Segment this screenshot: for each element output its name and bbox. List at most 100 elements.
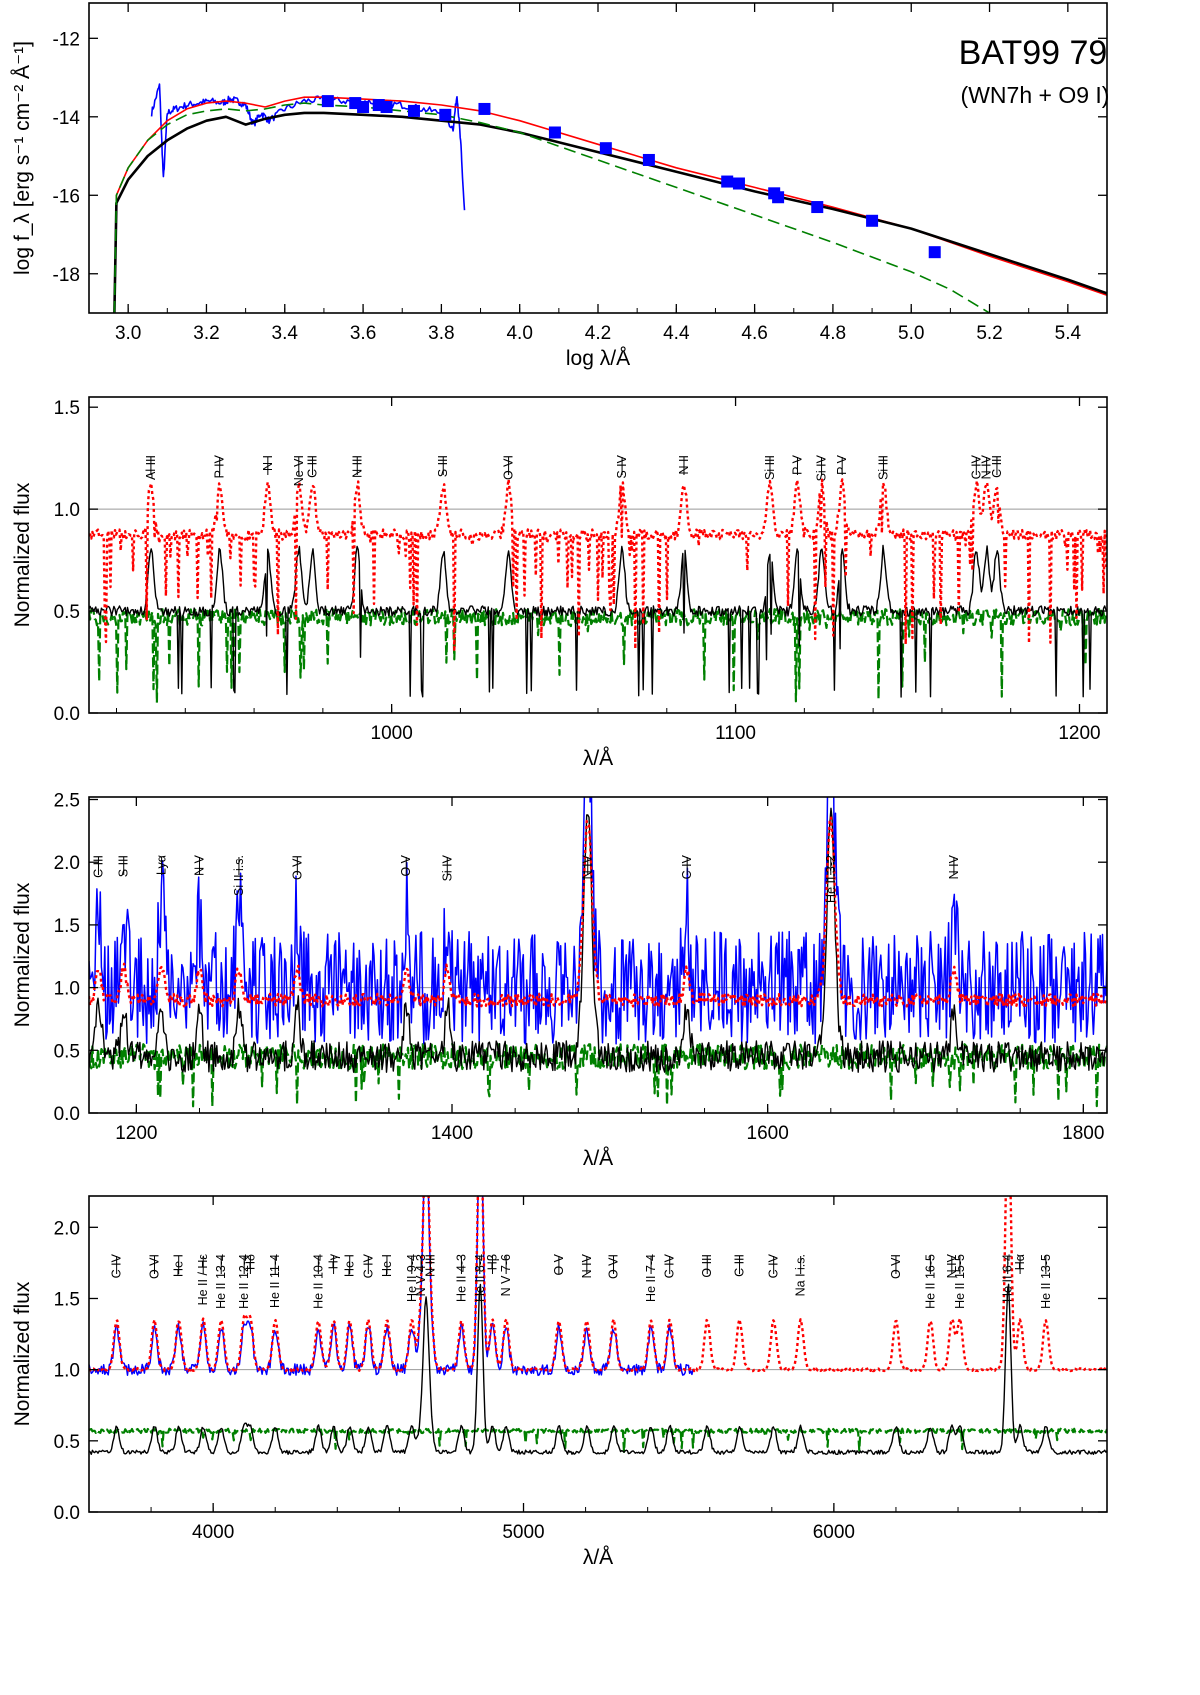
line-label-text: N III (350, 455, 364, 478)
y-tick-label: 1.5 (54, 1289, 80, 1310)
x-tick-label: 3.6 (350, 323, 376, 344)
line-label: C IV (969, 454, 983, 479)
line-label-text: C IV (663, 1253, 677, 1278)
line-label: Ne VI (292, 455, 306, 486)
series-total-model (113, 96, 1107, 313)
line-label-text: He II 4-3 (454, 1254, 468, 1302)
line-label: He II 13-5 (1039, 1254, 1053, 1309)
y-tick-label: 0.0 (54, 1503, 80, 1524)
y-tick-label: 0.5 (54, 602, 80, 623)
x-axis-label: λ/Å (583, 1147, 613, 1170)
x-tick-label: 3.4 (272, 323, 299, 344)
x-tick-label: 1200 (115, 1123, 157, 1144)
line-label-text: He II 15-5 (953, 1254, 967, 1309)
line-label-text: Si IV (440, 854, 454, 881)
line-label: P V (790, 454, 804, 475)
line-label: He II 3-2 (824, 855, 838, 903)
series-total-model (89, 1196, 1107, 1373)
line-label-text: He I (343, 1254, 357, 1277)
line-label: O VI (889, 1254, 903, 1279)
line-label: Si IV (815, 454, 829, 481)
line-label: He II / Hε (196, 1254, 210, 1306)
y-tick-label: 0.0 (54, 1104, 80, 1125)
series-wr-model (89, 544, 1107, 698)
line-label: N II (677, 455, 691, 475)
x-tick-label: 1200 (1058, 723, 1100, 744)
line-label: Na I i.s. (794, 1254, 808, 1296)
series-total-model (89, 816, 1107, 1008)
x-tick-label: 4.8 (820, 323, 846, 344)
line-label: O III (700, 1254, 714, 1278)
line-label-text: O V (552, 1253, 566, 1275)
line-label: S IV (615, 454, 629, 478)
series-wr-model (89, 1283, 1107, 1455)
line-label: C IV (680, 854, 694, 879)
line-label-text: Hδ (243, 1254, 257, 1270)
y-tick-label: -18 (53, 265, 80, 286)
x-tick-label: 5000 (502, 1522, 544, 1543)
line-label-text: He II 16-5 (923, 1254, 937, 1309)
y-tick-label: 2.5 (54, 791, 80, 812)
y-tick-label: -12 (53, 29, 80, 50)
line-label: O V (399, 854, 413, 876)
y-axis-label: log f_λ [erg s⁻¹ cm⁻² Å⁻¹] (11, 41, 34, 275)
line-label-text: C III (91, 855, 105, 878)
plot-area (89, 797, 1107, 1108)
photometry-point (721, 175, 734, 188)
series-o-star-model (89, 607, 1107, 704)
x-tick-label: 1400 (431, 1123, 473, 1144)
line-label-text: He II 11-4 (268, 1254, 282, 1308)
x-tick-label: 4.0 (506, 323, 532, 344)
line-label: O VI (502, 455, 516, 480)
y-tick-label: 0.5 (54, 1432, 80, 1453)
line-label-text: He II 3-2 (824, 855, 838, 903)
x-tick-label: 5.4 (1055, 323, 1082, 344)
line-label-text: C IV (767, 1253, 781, 1278)
line-label: S III (117, 855, 131, 877)
line-label: He I (343, 1254, 357, 1277)
line-label: He I (380, 1254, 394, 1277)
y-tick-label: 1.0 (54, 1361, 80, 1382)
line-label-text: S III (436, 455, 450, 477)
line-label: N V (192, 854, 206, 876)
panel-frame (88, 2, 1108, 314)
series-observed-spectrum (150, 83, 466, 211)
line-label-text: O VI (502, 455, 516, 480)
x-tick-label: 5.0 (898, 323, 924, 344)
line-label: C III (990, 455, 1004, 478)
line-label-text: P V (835, 454, 849, 475)
line-label: Si III (876, 455, 890, 480)
line-label: He II 13-4 (214, 1254, 228, 1309)
panel-sed: 3.0 3.2 3.4 3.6 3.8 4.0 4.2 4.4 4.6 4.8 5.0 5.2 5.4 -… (11, 2, 1108, 370)
photometry-point (866, 214, 879, 227)
photometry-point (321, 95, 334, 108)
line-label-text: He II 9-4 (405, 1254, 419, 1302)
line-label: Si IV (440, 854, 454, 881)
line-label: O V (552, 1253, 566, 1275)
line-label-text: He II 6-4 (1001, 1254, 1015, 1302)
x-axis-label: log λ/Å (566, 347, 630, 370)
line-label-text: N IV (947, 854, 961, 879)
line-label: Hα (1013, 1254, 1027, 1274)
line-label: P IV (213, 454, 227, 478)
line-label-text: Hβ (485, 1254, 499, 1270)
line-label: N III (423, 1254, 437, 1277)
line-label: N IV (947, 854, 961, 879)
panel-optical: 4000 5000 6000 0.0 0.5 1.0 1.5 2.0 λ/Å Normalized… (11, 1195, 1108, 1569)
line-label-text: N III (423, 1254, 437, 1277)
photometry-point (548, 126, 561, 139)
panel-frame (88, 1195, 1108, 1513)
line-label: He I (172, 1254, 186, 1277)
series-total-model (89, 478, 1107, 653)
x-tick-label: 1800 (1062, 1123, 1104, 1144)
photometry-point (407, 104, 420, 117)
line-label-text: Na I i.s. (794, 1254, 808, 1296)
line-label: He II 4-3 (454, 1254, 468, 1302)
y-tick-label: 0.0 (54, 704, 80, 725)
x-axis-label: λ/Å (583, 747, 613, 770)
line-label-text: O V (399, 854, 413, 876)
y-tick-label: 1.0 (54, 500, 80, 521)
plot-area (89, 478, 1107, 704)
x-tick-label: 4.2 (585, 323, 611, 344)
